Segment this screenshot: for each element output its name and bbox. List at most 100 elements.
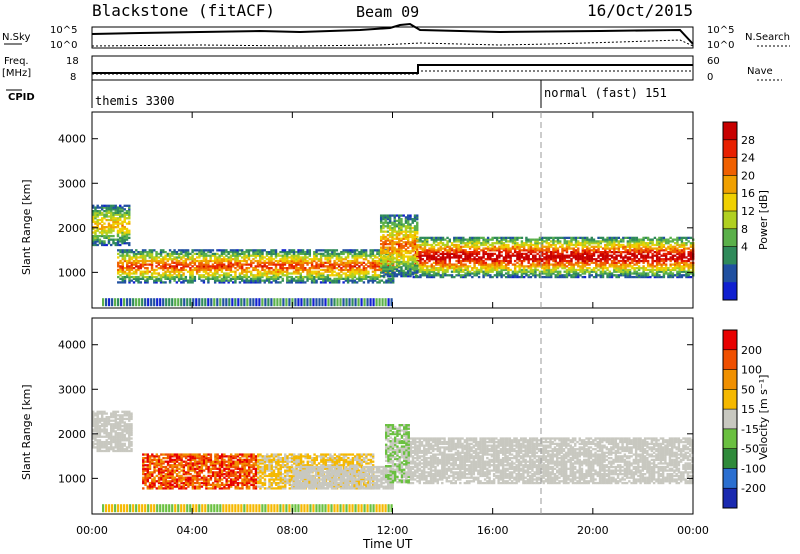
power-cell (545, 254, 548, 257)
power-cell (353, 274, 357, 277)
power-cell (455, 245, 458, 248)
power-cell (355, 249, 359, 252)
power-cell (664, 265, 668, 268)
power-cell (527, 265, 530, 268)
power-cell (522, 267, 526, 270)
power-cell (358, 277, 361, 280)
power-cell (92, 226, 95, 229)
power-cell (132, 270, 136, 273)
power-cell (610, 275, 614, 279)
power-cell (295, 279, 298, 282)
power-cell (435, 249, 438, 252)
power-cell (477, 240, 481, 243)
power-cell (615, 250, 618, 254)
power-cell (297, 259, 300, 263)
power-cell (504, 249, 508, 252)
power-cell (570, 270, 573, 273)
power-cell (236, 252, 239, 256)
power-cell (297, 279, 300, 282)
power-cell (380, 279, 384, 282)
power-cell (409, 232, 412, 235)
power-cell (518, 270, 521, 273)
power-cell (400, 244, 403, 248)
power-cell (545, 250, 548, 254)
power-cell (386, 225, 390, 228)
power-cell (489, 270, 492, 273)
power-cell (538, 247, 542, 250)
power-cell (671, 240, 675, 243)
power-cell (261, 275, 264, 279)
velocity-cell (153, 481, 156, 485)
power-cell (550, 236, 553, 240)
power-cell (498, 249, 501, 252)
power-cell (371, 250, 375, 254)
power-cell (319, 274, 323, 277)
power-cell (155, 268, 158, 272)
power-cell (655, 238, 659, 241)
power-cell (529, 249, 533, 252)
power-cell (123, 281, 127, 284)
power-cell (635, 272, 639, 275)
velocity-cell (169, 471, 172, 474)
power-cell (457, 270, 461, 273)
power-cell (568, 272, 571, 275)
power-cell (126, 249, 129, 252)
power-cell (552, 252, 555, 256)
power-cell (227, 250, 230, 254)
power-cell (658, 267, 661, 270)
power-cell (344, 272, 348, 275)
power-cell (216, 252, 219, 256)
power-cell (662, 267, 666, 270)
power-cell (247, 279, 251, 282)
power-cell (669, 272, 672, 275)
power-cell (671, 274, 675, 277)
power-cell (96, 229, 99, 232)
power-cell (234, 267, 237, 270)
power-cell (141, 258, 145, 261)
power-cell (531, 247, 535, 250)
power-cell (597, 249, 600, 252)
power-cell (135, 270, 138, 273)
power-cell (191, 281, 194, 284)
power-cell (382, 251, 385, 255)
power-cell (565, 242, 569, 245)
power-cell (633, 247, 636, 250)
power-cell (423, 238, 427, 241)
power-cell (495, 267, 499, 270)
velocity-cell (175, 464, 179, 467)
power-cell (678, 263, 681, 266)
power-cell (171, 298, 174, 307)
power-cell (301, 277, 305, 280)
power-cell (283, 263, 287, 266)
power-cell (130, 258, 133, 261)
power-cell (502, 265, 506, 268)
power-cell (482, 254, 485, 257)
velocity-cell (180, 476, 183, 479)
power-cell (504, 275, 508, 279)
power-cell (94, 229, 97, 232)
power-cell (637, 272, 641, 275)
power-cell (295, 259, 298, 263)
power-cell (315, 258, 318, 261)
power-cell (137, 268, 140, 272)
velocity-cell (180, 485, 183, 488)
power-cell (441, 265, 445, 268)
power-cell (259, 259, 262, 263)
power-cell (243, 263, 246, 266)
power-cell (382, 214, 385, 217)
velocity-cell (162, 478, 165, 481)
power-cell (386, 223, 390, 226)
power-cell (480, 249, 483, 252)
power-cell (509, 268, 512, 272)
power-cell (477, 259, 481, 263)
power-cell (382, 264, 385, 267)
power-cell (565, 240, 569, 243)
power-cell (180, 281, 183, 284)
power-cell (640, 275, 643, 279)
power-cell (599, 245, 602, 248)
power-cell (98, 231, 102, 234)
power-cell (110, 206, 113, 209)
power-cell (552, 258, 555, 261)
power-cell (468, 238, 472, 241)
power-cell (613, 270, 616, 273)
